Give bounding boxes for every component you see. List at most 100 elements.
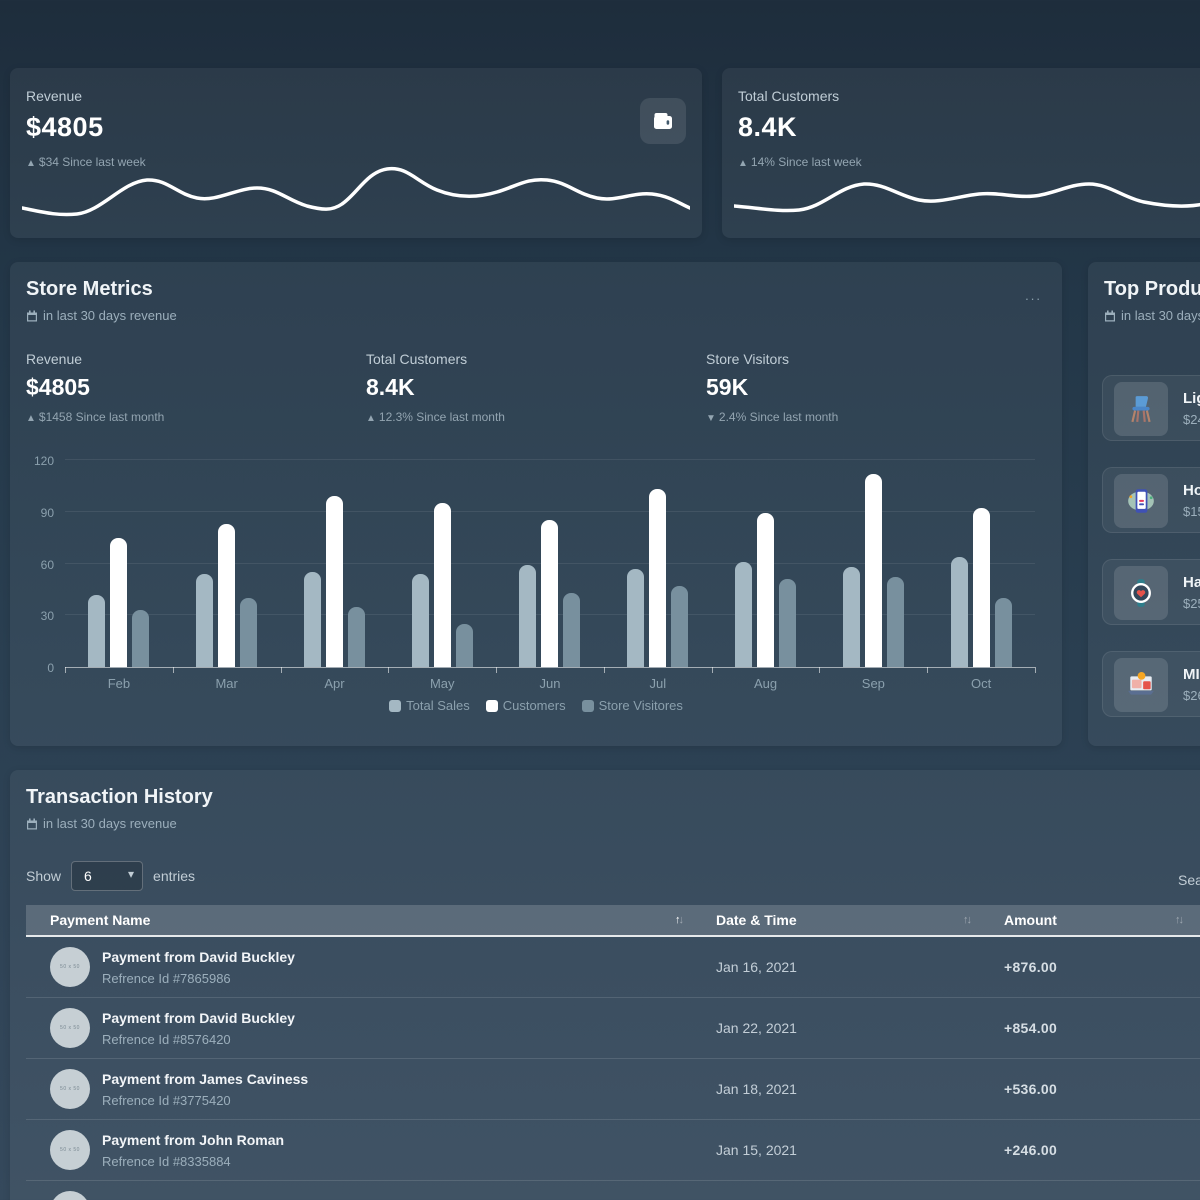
calendar-icon xyxy=(27,310,37,321)
store-metrics-title: Store Metrics xyxy=(26,278,153,300)
table-row: 50 x 50 Payment from David Buckley Refrenc… xyxy=(26,998,1200,1059)
bar-store-visitores[interactable] xyxy=(563,592,581,667)
amount-cell: +536.00 xyxy=(1004,1081,1058,1097)
chair-icon xyxy=(1114,382,1168,436)
phone-icon xyxy=(1114,474,1168,528)
bar-total-sales[interactable] xyxy=(950,556,968,667)
bar-store-visitores[interactable] xyxy=(347,606,365,667)
payment-name-cell: 50 x 50 Payment from James Caviness Refren… xyxy=(26,1069,692,1109)
y-axis-tick-label: 120 xyxy=(33,454,54,468)
legend-label: Total Sales xyxy=(406,698,470,713)
x-axis-tick xyxy=(388,667,390,673)
entries-label: entries xyxy=(153,868,196,884)
bar-customers[interactable] xyxy=(110,537,128,667)
calendar-icon xyxy=(1105,310,1115,321)
bar-store-visitores[interactable] xyxy=(132,610,150,667)
calendar-icon xyxy=(27,818,37,829)
transactions-table: Payment Name ↑↓ Date & Time ↑↓ Amount ↑↓… xyxy=(26,905,1200,1200)
product-item[interactable]: Hand Watch $250 xyxy=(1102,559,1200,625)
avatar: 50 x 50 xyxy=(50,1008,90,1048)
bar-customers[interactable] xyxy=(757,513,775,667)
payment-reference: Refrence Id #3775420 xyxy=(102,1092,231,1108)
x-axis-tick xyxy=(603,667,605,673)
payment-text: Payment from David Buckley Refrence Id #7… xyxy=(102,949,295,986)
bar-total-sales[interactable] xyxy=(627,568,645,667)
y-axis-tick-label: 30 xyxy=(40,609,54,624)
legend-item[interactable]: Store Visitores xyxy=(581,698,683,713)
product-item[interactable]: Home Phone $150 xyxy=(1102,467,1200,533)
chart-legend: Total Sales Customers Store Visitores xyxy=(10,698,1062,713)
bar-store-visitores[interactable] xyxy=(994,598,1012,667)
avatar: 50 x 50 xyxy=(50,947,90,987)
bar-customers[interactable] xyxy=(541,520,559,667)
legend-swatch xyxy=(485,699,498,712)
column-header-filler xyxy=(1192,905,1200,935)
avatar: 50 x 50 xyxy=(50,1069,90,1109)
watch-icon xyxy=(1114,566,1168,620)
bar-total-sales[interactable] xyxy=(842,566,860,667)
bar-customers[interactable] xyxy=(433,503,451,667)
bar-store-visitores[interactable] xyxy=(240,598,258,667)
column-header-date-time[interactable]: Date & Time ↑↓ xyxy=(716,912,972,928)
table-controls: Show 6 ▾ entries Search: xyxy=(26,861,1200,891)
entries-select[interactable]: 6 xyxy=(71,861,144,891)
bar-store-visitores[interactable] xyxy=(455,623,473,667)
payment-name: Payment from James Caviness xyxy=(102,1070,309,1087)
stat-value: 8.4K xyxy=(738,112,798,142)
payment-text: Payment from James Caviness Refrence Id #… xyxy=(102,1071,308,1108)
x-axis-label: May xyxy=(429,676,455,691)
bar-total-sales[interactable] xyxy=(735,561,753,667)
bar-customers[interactable] xyxy=(649,489,667,667)
revenue-sparkline xyxy=(22,166,690,217)
bar-total-sales[interactable] xyxy=(303,572,321,667)
bar-group xyxy=(388,461,496,667)
store-metrics-card: Store Metrics in last 30 days revenue ..… xyxy=(10,262,1062,746)
legend-label: Store Visitores xyxy=(598,698,683,713)
product-item[interactable]: MI LED TV $260 xyxy=(1102,651,1200,717)
x-axis-label: Oct xyxy=(971,676,992,691)
bar-customers[interactable] xyxy=(864,473,882,667)
customers-sparkline xyxy=(734,182,1200,213)
bar-group xyxy=(819,461,927,667)
bar-customers[interactable] xyxy=(218,523,236,667)
payment-reference: Refrence Id #8576420 xyxy=(102,1031,231,1047)
x-axis-tick xyxy=(927,667,929,673)
legend-item[interactable]: Customers xyxy=(485,698,566,713)
bar-total-sales[interactable] xyxy=(519,565,537,667)
x-axis-label: Jun xyxy=(539,676,561,691)
bar-store-visitores[interactable] xyxy=(779,579,797,667)
bar-group xyxy=(65,461,173,667)
payment-reference: Refrence Id #8335884 xyxy=(102,1153,231,1169)
bar-total-sales[interactable] xyxy=(88,594,106,667)
bar-group xyxy=(604,461,712,667)
bar-total-sales[interactable] xyxy=(411,573,429,667)
table-header-row: Payment Name ↑↓ Date & Time ↑↓ Amount ↑↓ xyxy=(26,905,1200,937)
bar-customers[interactable] xyxy=(325,496,343,667)
column-header-amount[interactable]: Amount ↑↓ xyxy=(1004,912,1184,928)
date-cell: Jan 15, 2021 xyxy=(716,1142,797,1158)
legend-item[interactable]: Total Sales xyxy=(389,698,470,713)
bar-group xyxy=(281,461,389,667)
column-header-payment-name[interactable]: Payment Name ↑↓ xyxy=(50,912,684,928)
legend-swatch xyxy=(389,699,402,712)
card-menu-button[interactable]: ... xyxy=(1025,288,1042,303)
bar-group xyxy=(927,461,1035,667)
x-axis-label: Apr xyxy=(324,676,345,691)
bar-customers[interactable] xyxy=(972,508,990,667)
bar-store-visitores[interactable] xyxy=(886,577,904,667)
sort-icon: ↑↓ xyxy=(1175,914,1184,926)
metric-revenue: Revenue $4805 ▲ $1458 Since last month xyxy=(26,351,165,424)
bar-store-visitores[interactable] xyxy=(671,585,689,667)
x-axis-label: Feb xyxy=(107,676,131,691)
x-axis-tick xyxy=(1035,667,1036,673)
metric-visitors: Store Visitors 59K ▼ 2.4% Since last mont… xyxy=(706,351,839,424)
x-axis-label: Mar xyxy=(215,676,238,691)
x-axis-tick xyxy=(280,667,282,673)
product-item[interactable]: Light Chair $240 xyxy=(1102,375,1200,441)
bar-total-sales[interactable] xyxy=(196,573,214,667)
payment-name: Payment from John Roman xyxy=(102,1131,285,1148)
date-cell: Jan 22, 2021 xyxy=(716,1020,797,1036)
stat-label: Total Customers xyxy=(738,88,840,104)
y-axis-tick-label: 90 xyxy=(40,505,54,520)
